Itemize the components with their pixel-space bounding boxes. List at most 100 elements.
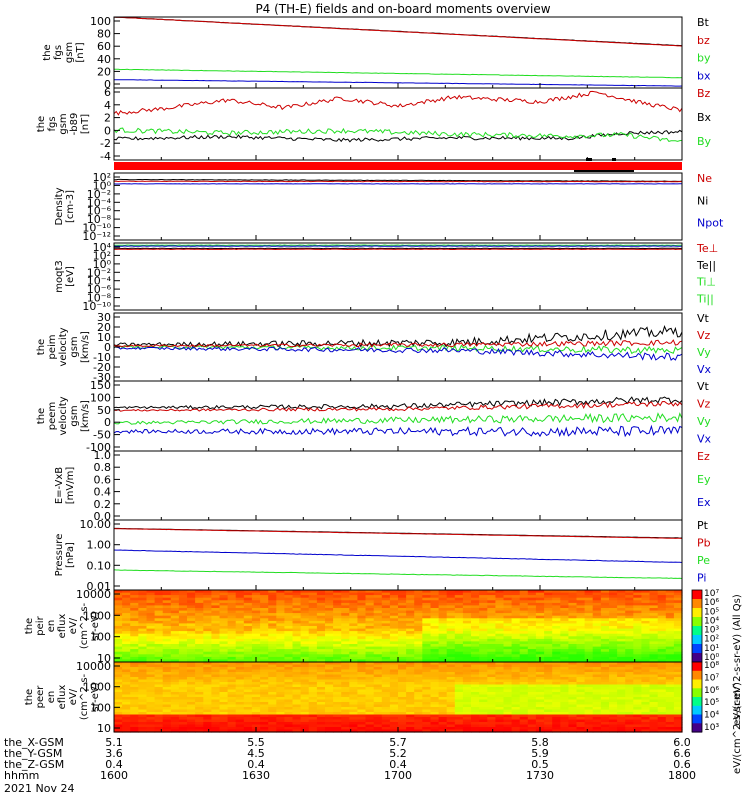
y-tick-label: 10² bbox=[93, 171, 111, 184]
y-tick-label: 2 bbox=[104, 112, 111, 125]
y-tick-label: 0.6 bbox=[94, 473, 112, 486]
x-tick-label: 3.6 bbox=[105, 747, 123, 760]
series-line-green bbox=[113, 244, 682, 247]
y-axis-label: [eV] bbox=[65, 266, 76, 287]
y-axis-label: [nT] bbox=[75, 42, 86, 62]
y-axis-label: [nT] bbox=[80, 114, 91, 134]
y-tick-label: 0.8 bbox=[94, 461, 112, 474]
y-axis-label: peim bbox=[47, 334, 58, 359]
legend-label: Ne bbox=[697, 172, 712, 185]
y-tick-label: -100 bbox=[86, 441, 111, 454]
colorbar-tick-label: 10² bbox=[704, 635, 719, 645]
y-tick-label: 1000 bbox=[83, 681, 111, 694]
y-axis-label: velocity bbox=[58, 396, 69, 435]
y-axis-label: moqt3 bbox=[54, 260, 65, 293]
x-tick-label: 4.5 bbox=[247, 747, 265, 760]
y-axis-label: [km/s] bbox=[80, 400, 91, 432]
series-line-black bbox=[113, 396, 683, 410]
y-axis-label: [cm-3] bbox=[65, 190, 76, 223]
y-axis-label: Density bbox=[54, 187, 65, 225]
colorbar-title: eV/(cm^2-s-sr-eV) (All Qs) bbox=[732, 594, 743, 726]
series-line-blue bbox=[113, 346, 683, 361]
panel-frame bbox=[113, 16, 683, 89]
y-axis-label: (cm^2-s- bbox=[79, 602, 90, 649]
legend-label: Vy bbox=[697, 346, 711, 359]
y-axis-label: peer bbox=[35, 685, 46, 709]
y-tick-label: 10 bbox=[97, 722, 111, 735]
y-tick-label: 0.2 bbox=[94, 498, 112, 511]
y-tick-label: -30 bbox=[93, 371, 111, 384]
x-tick-label: 0.4 bbox=[247, 758, 265, 771]
y-tick-label: 10000 bbox=[76, 588, 111, 601]
legend-label: Pe bbox=[697, 554, 710, 567]
legend-label: Npot bbox=[697, 217, 724, 230]
colorbar-tick-label: 10⁷ bbox=[704, 589, 719, 599]
legend-label: Ni bbox=[697, 194, 708, 207]
y-axis-label: en bbox=[46, 620, 57, 633]
y-axis-label: eflux bbox=[57, 685, 68, 710]
y-tick-label: 0.01 bbox=[87, 580, 112, 593]
x-tick-label: 6.0 bbox=[673, 736, 691, 749]
legend-label: Bt bbox=[697, 16, 710, 29]
series-line-blue bbox=[113, 424, 683, 438]
y-tick-label: 150 bbox=[90, 379, 111, 392]
x-tick-label: 5.9 bbox=[531, 747, 549, 760]
series-line-red bbox=[113, 400, 683, 412]
legend-label: Ex bbox=[697, 496, 711, 509]
legend-label: Te⊥ bbox=[696, 242, 718, 255]
legend-label: bz bbox=[697, 34, 710, 47]
y-tick-label: 10 bbox=[97, 331, 111, 344]
y-axis-label: (cm^2-s- bbox=[79, 673, 90, 720]
x-tick-label: 6.6 bbox=[673, 747, 691, 760]
y-tick-label: 30 bbox=[97, 311, 111, 324]
series-line-red bbox=[114, 248, 683, 251]
y-tick-label: 0.10 bbox=[87, 559, 112, 572]
panel-pressure: 10.00 1.00 0.10 0.01 Pressure [nPa] Pt Pb Pe Pi bbox=[54, 518, 711, 593]
series-line-red bbox=[113, 528, 683, 539]
colorbar-tick-label: 10⁶ bbox=[704, 598, 719, 608]
y-axis-label: [nPa] bbox=[65, 542, 76, 568]
x-tick-label: 0.6 bbox=[673, 758, 691, 771]
colorbar-tick-label: 10⁴ bbox=[704, 711, 719, 721]
x-axis-row-label: hhmm bbox=[4, 769, 39, 782]
y-axis-label: eflux bbox=[57, 614, 68, 639]
series-line-red bbox=[113, 180, 683, 183]
legend-label: Ti|| bbox=[696, 292, 714, 305]
status-bar-marks bbox=[574, 158, 634, 172]
y-axis-label: sr-eV) bbox=[90, 682, 101, 711]
y-axis-label: fgs bbox=[47, 116, 58, 131]
series-line-red bbox=[113, 339, 683, 348]
y-tick-label: 10⁻¹⁰ bbox=[82, 300, 111, 313]
panel-frame bbox=[113, 380, 683, 452]
y-axis-label: the bbox=[36, 116, 47, 132]
y-tick-label: 1000 bbox=[83, 609, 111, 622]
x-tick-label: 0.5 bbox=[531, 758, 549, 771]
y-tick-label: 10⁻⁴ bbox=[87, 275, 112, 288]
y-tick-label: 10⁻⁴ bbox=[87, 196, 112, 209]
y-axis-label: eV/ bbox=[68, 617, 79, 634]
y-axis-label: the bbox=[24, 689, 35, 705]
panel-frame bbox=[113, 87, 683, 161]
x-tick-label: 5.8 bbox=[531, 736, 549, 749]
legend-label: Vx bbox=[697, 433, 712, 446]
colorbar-tick-label: 10⁵ bbox=[704, 607, 719, 617]
x-axis-row-label: the_Z-GSM bbox=[4, 758, 64, 771]
colorbar-tick-label: 10⁶ bbox=[704, 686, 719, 696]
y-tick-label: 6 bbox=[104, 86, 111, 99]
y-axis-label: -b89 bbox=[69, 113, 80, 136]
series-line-black bbox=[114, 178, 683, 182]
series-line-black bbox=[113, 325, 683, 348]
y-axis-label: [mV/m] bbox=[65, 467, 76, 505]
colorbar-tick-label: 10⁴ bbox=[704, 616, 719, 626]
y-tick-label: 40 bbox=[97, 53, 111, 66]
y-axis-label: en bbox=[46, 691, 57, 704]
legend-label: Bx bbox=[697, 111, 712, 124]
y-axis-label: gsm bbox=[64, 42, 75, 63]
y-tick-label: 0 bbox=[104, 124, 111, 137]
y-tick-label: 10⁻¹⁰ bbox=[82, 222, 111, 235]
status-bar bbox=[114, 162, 682, 170]
legend-label: Bz bbox=[697, 87, 711, 100]
